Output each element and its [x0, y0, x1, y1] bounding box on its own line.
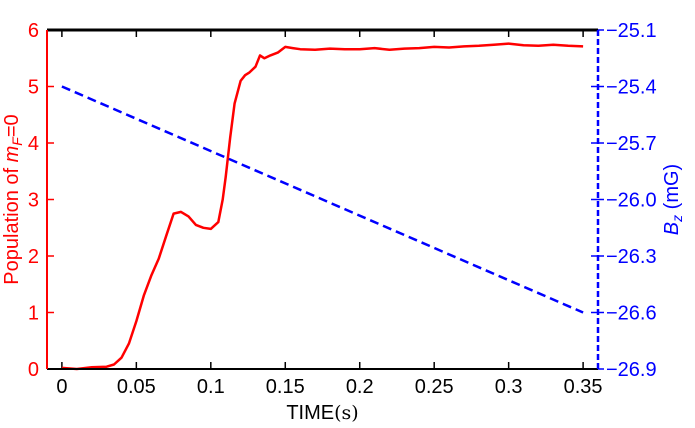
right-y-tick-label: −26.3	[606, 246, 657, 268]
left-y-tick-label: 2	[28, 246, 39, 268]
right-y-tick-label: −26.9	[606, 359, 657, 381]
left-y-tick-label: 4	[28, 133, 39, 155]
right-y-axis-ticks: −25.1 −25.4 −25.7 −26.0 −26.3 −26.6 −26.9	[591, 20, 657, 381]
x-axis-ticks: 0 0.05 0.1 0.15 0.2 0.25 0.3 0.35	[56, 30, 603, 398]
left-y-tick-label: 3	[28, 190, 39, 212]
left-y-axis-label: Population of mF=0	[1, 114, 25, 284]
x-axis-label-unit: (s)	[334, 402, 359, 424]
left-y-axis-ticks: 0 1 2 3 4 5 6	[28, 20, 54, 381]
right-y-tick-label: −25.1	[606, 20, 657, 42]
population-series-line	[61, 42, 584, 371]
x-tick-label: 0.05	[117, 376, 156, 398]
left-y-label-suffix: =0	[1, 114, 23, 137]
right-y-label-sub: z	[669, 215, 685, 223]
x-tick-label: 0.15	[266, 376, 305, 398]
x-tick-label: 0.3	[495, 376, 523, 398]
left-y-tick-label: 5	[28, 77, 39, 99]
x-tick-label: 0.35	[564, 376, 603, 398]
left-y-label-prefix: Population of	[1, 162, 23, 284]
left-y-tick-label: 1	[28, 303, 39, 325]
x-tick-label: 0.1	[197, 376, 225, 398]
left-y-tick-label: 6	[28, 20, 39, 42]
x-tick-label: 0	[56, 376, 67, 398]
right-y-label-var: B	[661, 222, 683, 235]
bz-series-line	[61, 85, 584, 314]
series-layer	[61, 42, 584, 371]
left-y-label-var: m	[1, 146, 23, 163]
right-y-tick-label: −25.7	[606, 133, 657, 155]
x-axis-label: TIME(s)	[286, 402, 358, 424]
x-axis-label-main: TIME	[286, 402, 334, 424]
left-y-tick-label: 0	[28, 359, 39, 381]
x-tick-label: 0.25	[415, 376, 454, 398]
right-y-axis-label: Bz (mG)	[661, 164, 685, 235]
right-y-label-unit: (mG)	[661, 164, 683, 215]
x-tick-label: 0.2	[346, 376, 374, 398]
left-y-label-sub: F	[9, 136, 25, 146]
right-y-tick-label: −25.4	[606, 77, 657, 99]
right-y-tick-label: −26.0	[606, 190, 657, 212]
right-y-tick-label: −26.6	[606, 303, 657, 325]
